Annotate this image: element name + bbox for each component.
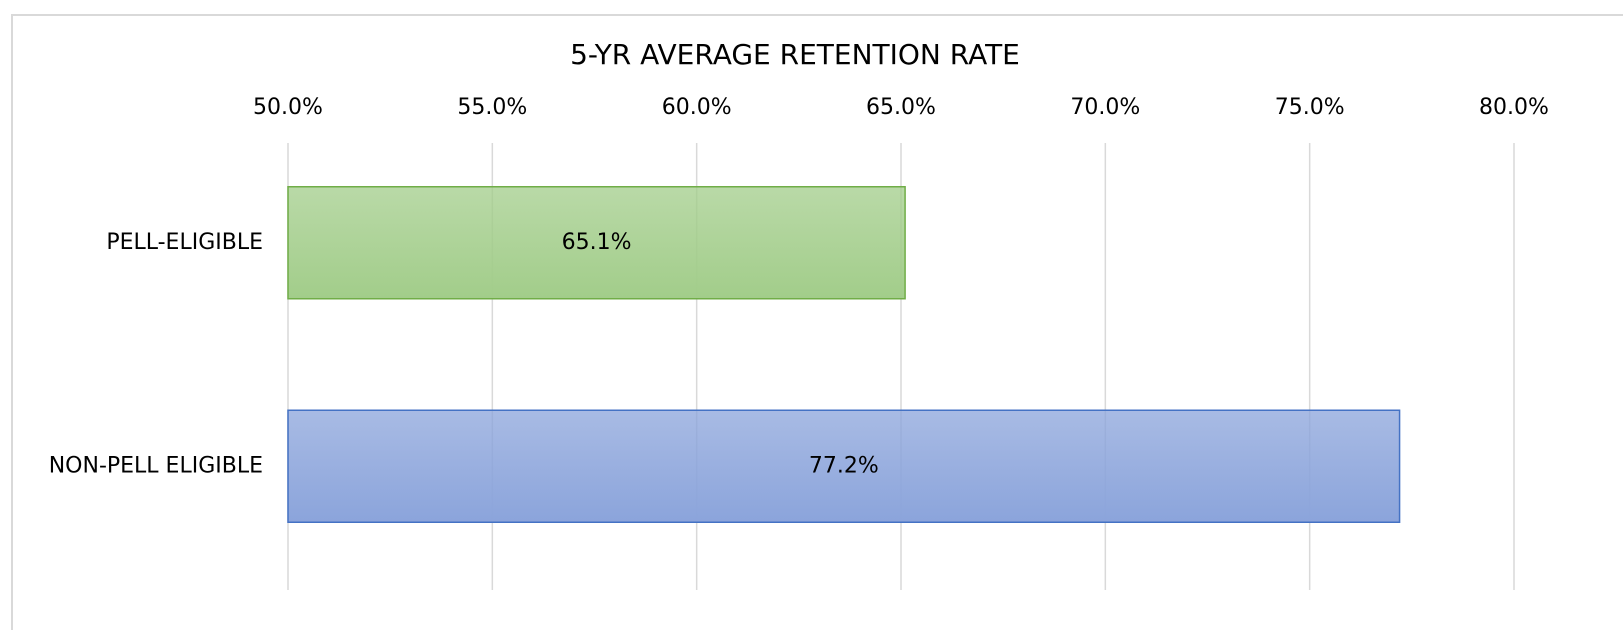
bar — [287, 186, 906, 300]
x-tick-label: 65.0% — [866, 95, 936, 120]
x-tick-label: 60.0% — [662, 95, 732, 120]
y-tick-label: NON-PELL ELIGIBLE — [49, 453, 263, 478]
x-tick-label: 70.0% — [1070, 95, 1140, 120]
x-tick-label: 50.0% — [253, 95, 323, 120]
chart-title: 5-YR AVERAGE RETENTION RATE — [570, 38, 1020, 71]
chart-frame — [11, 14, 1623, 634]
data-label: 77.2% — [809, 453, 879, 478]
x-tick-label: 75.0% — [1275, 95, 1345, 120]
data-label: 65.1% — [562, 230, 632, 255]
x-tick-label: 80.0% — [1479, 95, 1549, 120]
bar — [287, 409, 1401, 523]
y-tick-label: PELL-ELIGIBLE — [106, 230, 263, 255]
x-tick-label: 55.0% — [457, 95, 527, 120]
